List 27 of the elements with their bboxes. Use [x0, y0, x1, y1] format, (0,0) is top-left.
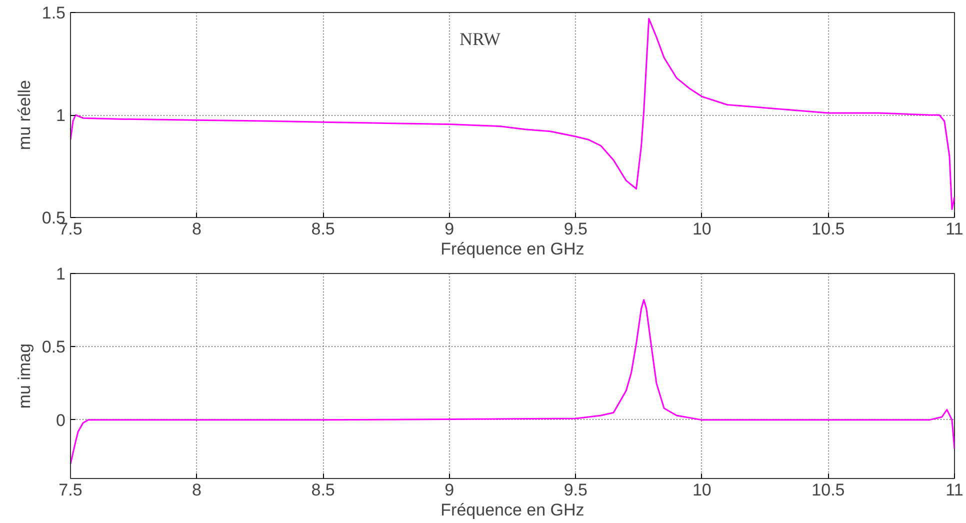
- x-tick-label: 8.5: [311, 480, 335, 500]
- y-tick-label: 0: [56, 410, 66, 430]
- line-series: [70, 299, 954, 465]
- annotation: NRW: [459, 28, 500, 49]
- x-tick-label: 10.5: [812, 480, 845, 500]
- x-tick-label: 8: [192, 220, 202, 238]
- x-tick-label: 10.5: [812, 220, 845, 238]
- y-tick-label: 1: [56, 106, 66, 125]
- x-tick-label: 8.5: [311, 220, 335, 238]
- x-tick-label: 9: [444, 480, 454, 500]
- y-tick-label: 1: [56, 264, 66, 284]
- x-tick-label: 11: [946, 480, 964, 500]
- y-axis-title: mu réelle: [14, 80, 34, 150]
- x-tick-label: 10: [692, 220, 712, 238]
- x-axis-title: Fréquence en GHz: [440, 500, 584, 520]
- x-tick-label: 7.5: [58, 480, 82, 500]
- y-tick-label: 0.5: [42, 338, 66, 357]
- x-tick-label: 9.5: [564, 220, 588, 238]
- x-tick-label: 9.5: [564, 480, 588, 500]
- x-tick-label: 11: [946, 220, 964, 238]
- x-axis-title: Fréquence en GHz: [440, 240, 584, 258]
- x-tick-label: 10: [692, 480, 712, 500]
- line-series: [70, 18, 954, 210]
- y-tick-label: 1.5: [42, 4, 66, 22]
- x-tick-label: 8: [192, 480, 202, 500]
- x-tick-label: 9: [444, 220, 454, 238]
- y-axis-title: mu imag: [14, 343, 34, 409]
